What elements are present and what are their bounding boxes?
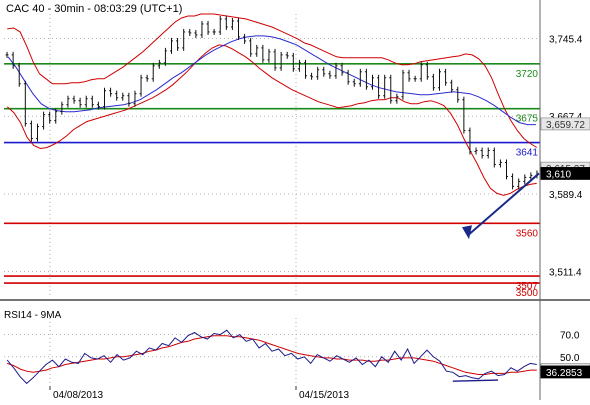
bollinger-bands	[6, 13, 538, 196]
rsi-line	[6, 329, 537, 385]
forecast-arrow	[462, 172, 540, 240]
price-value-tag-bg	[540, 167, 590, 180]
level-label: 3675	[516, 114, 539, 125]
bollinger-lower-line	[6, 44, 537, 196]
level-label: 3641	[516, 148, 539, 159]
rsi-title: RSI14 - 9MA	[4, 310, 62, 321]
chart-title: CAC 40 - 30min - 08:03:29 (UTC+1)	[6, 3, 182, 15]
forecast-arrow-head	[462, 225, 472, 240]
rsi-tick-label: 50.0	[560, 353, 580, 364]
grid	[4, 14, 540, 390]
price-tick-label: 3,511.4	[549, 268, 582, 279]
rsi-tick-label: 70.0	[560, 331, 580, 342]
level-label: 3720	[516, 69, 539, 80]
rsi-value-tag: 36.2853	[546, 368, 583, 379]
price-value-tag-bg	[540, 117, 590, 131]
date-tick-label: 04/15/2013	[299, 390, 349, 400]
rsi-panel	[0, 299, 590, 385]
price-bars	[5, 15, 539, 190]
moving-average-line	[7, 35, 536, 126]
forecast-arrow-shaft	[467, 172, 540, 236]
value-tags: 3,659.723,615.273,61038.398436.2853	[540, 117, 590, 379]
price-value-tag: 3,659.72	[546, 120, 585, 131]
price-value-tag: 3,610	[546, 169, 571, 180]
rsi-value-tag-bg	[540, 365, 590, 379]
price-tick-label: 3,589.4	[549, 190, 583, 201]
rsi-ma-line	[7, 335, 537, 375]
date-tick-label: 04/08/2013	[53, 390, 103, 400]
moving-average	[7, 35, 536, 126]
level-label: 3500	[516, 288, 539, 299]
rsi-trend-line	[452, 379, 499, 382]
level-label: 3507	[516, 281, 539, 292]
bollinger-upper-line	[7, 13, 538, 148]
price-tick-label: 3,745.4	[549, 35, 583, 46]
level-label: 3560	[516, 228, 539, 239]
